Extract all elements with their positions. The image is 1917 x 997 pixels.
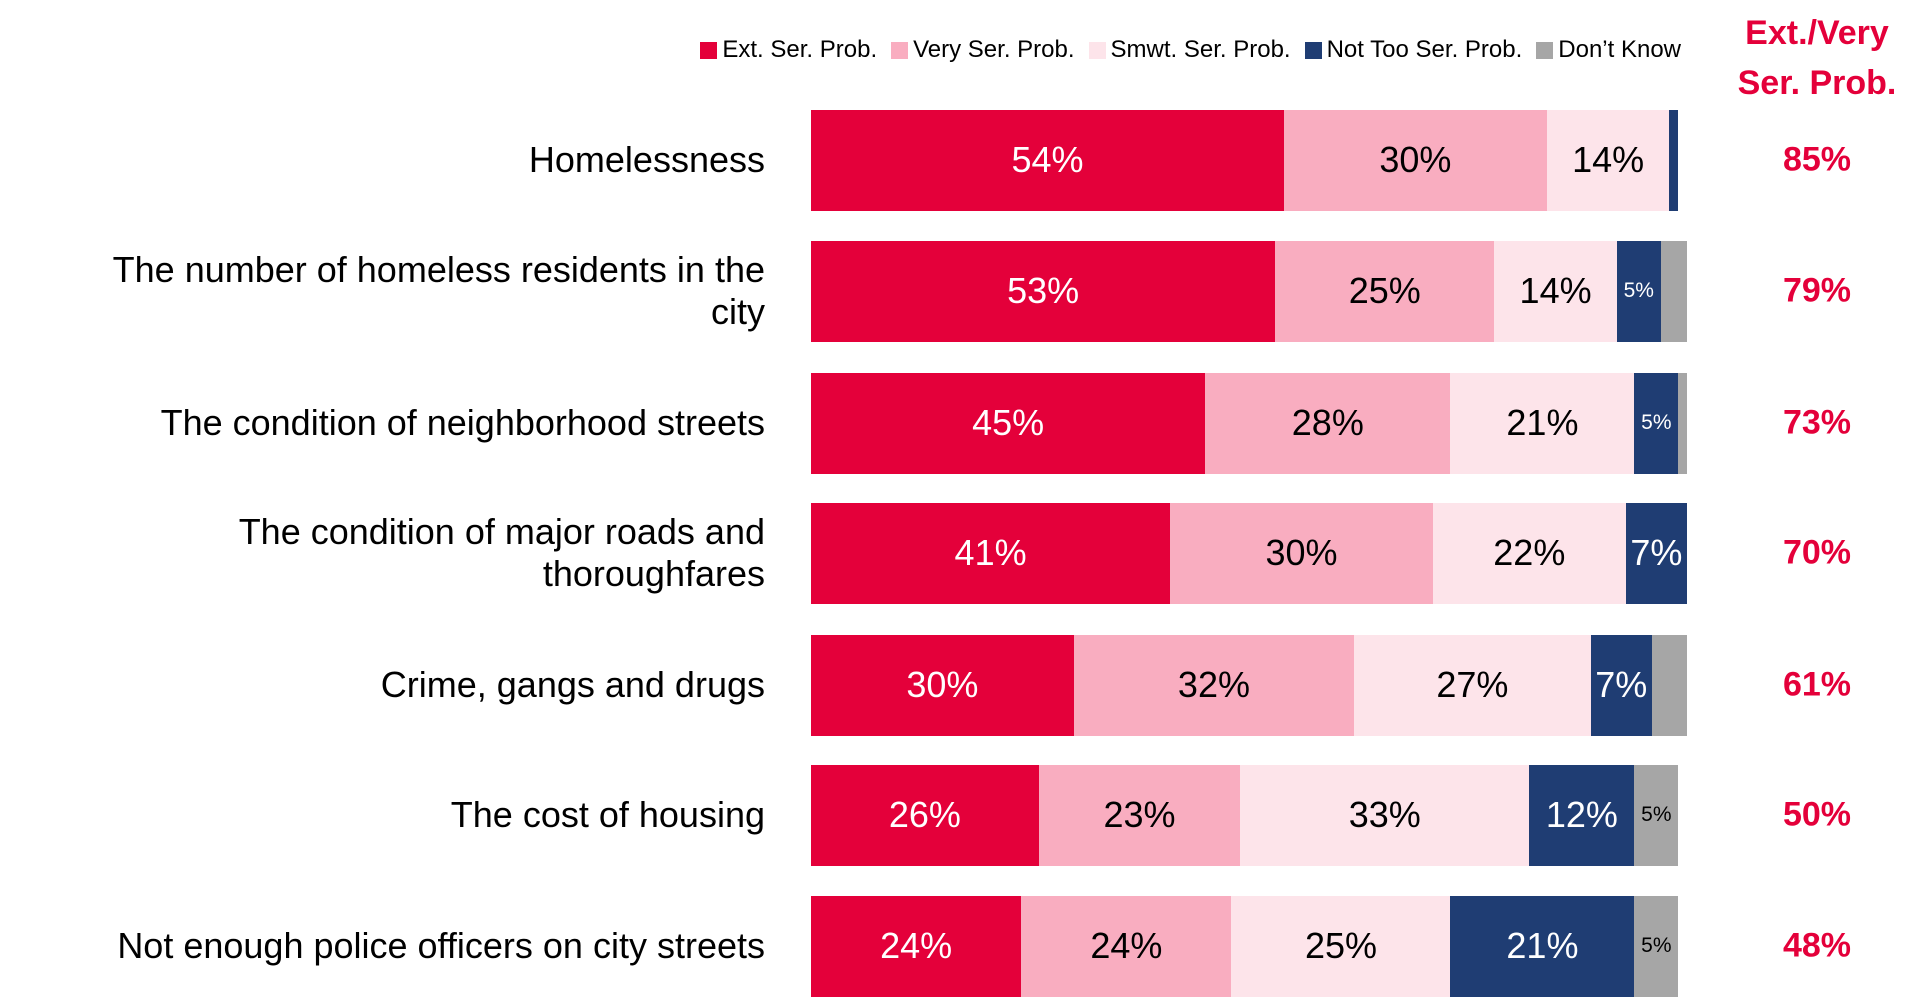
bar-segment: 53% bbox=[811, 240, 1276, 342]
bar-segment: 21% bbox=[1450, 372, 1635, 474]
bar-segment: 24% bbox=[811, 895, 1022, 997]
category-label: The condition of neighborhood streets bbox=[160, 402, 765, 443]
bar-segment: 45% bbox=[811, 372, 1206, 474]
category-label: The condition of major roads and thoroug… bbox=[238, 511, 765, 594]
bar-segment: 12% bbox=[1529, 764, 1635, 866]
bar-segment: 24% bbox=[1021, 895, 1232, 997]
value-label: 24% bbox=[1090, 925, 1163, 966]
bar-segment: 7% bbox=[1625, 502, 1687, 604]
value-label: 30% bbox=[1265, 532, 1338, 573]
bar-segment: 27% bbox=[1354, 634, 1591, 736]
bar-segment: 30% bbox=[811, 634, 1074, 736]
value-label: 30% bbox=[1379, 139, 1452, 180]
value-label: 27% bbox=[1436, 664, 1509, 705]
legend-swatch bbox=[700, 41, 718, 59]
value-label: 5% bbox=[1623, 279, 1654, 302]
bar-segment: 21% bbox=[1450, 895, 1635, 997]
legend-swatch bbox=[891, 41, 909, 59]
legend-item: Smwt. Ser. Prob. bbox=[1088, 36, 1291, 64]
bar-segment: 7% bbox=[1590, 634, 1652, 736]
legend-label: Ext. Ser. Prob. bbox=[722, 36, 878, 63]
value-label: 30% bbox=[906, 664, 979, 705]
category-label: Crime, gangs and drugs bbox=[380, 664, 765, 705]
bar-segment: 14% bbox=[1494, 240, 1617, 342]
value-label: 28% bbox=[1291, 402, 1364, 443]
bar-segment: 32% bbox=[1073, 634, 1355, 736]
bar-segment: 5% bbox=[1634, 764, 1679, 866]
legend-item: Very Ser. Prob. bbox=[891, 36, 1075, 64]
legend-label: Very Ser. Prob. bbox=[913, 36, 1075, 63]
category-label: Homelessness bbox=[528, 139, 765, 180]
net-value: 79% bbox=[1782, 271, 1852, 310]
net-value: 70% bbox=[1782, 533, 1852, 572]
bar-segment: 5% bbox=[1634, 895, 1679, 997]
bar-segment: 33% bbox=[1240, 764, 1530, 866]
bar-segment: 23% bbox=[1038, 764, 1241, 866]
value-label: 7% bbox=[1630, 532, 1683, 573]
category-label: The number of homeless residents in the … bbox=[112, 249, 765, 332]
net-header: Ext./Very Ser. Prob. bbox=[1737, 14, 1897, 102]
legend-label: Smwt. Ser. Prob. bbox=[1110, 36, 1291, 63]
value-label: 32% bbox=[1177, 664, 1250, 705]
net-value: 48% bbox=[1782, 926, 1852, 965]
value-label: 45% bbox=[972, 402, 1045, 443]
bar-segment: 5% bbox=[1616, 240, 1661, 342]
net-value: 50% bbox=[1782, 795, 1852, 834]
bar-segment: 25% bbox=[1231, 895, 1451, 997]
value-label: 5% bbox=[1641, 934, 1672, 957]
value-label: 53% bbox=[1007, 270, 1080, 311]
legend-label: Don’t Know bbox=[1558, 36, 1681, 63]
legend-swatch bbox=[1304, 41, 1322, 59]
value-label: 25% bbox=[1304, 925, 1377, 966]
bar-segment: 26% bbox=[811, 764, 1039, 866]
legend-item: Not Too Ser. Prob. bbox=[1304, 36, 1523, 64]
legend-label: Not Too Ser. Prob. bbox=[1326, 36, 1523, 63]
net-value: 85% bbox=[1782, 140, 1852, 179]
bar-segment: 41% bbox=[811, 502, 1171, 604]
value-label: 14% bbox=[1519, 270, 1592, 311]
bar-segment: 22% bbox=[1432, 502, 1626, 604]
value-label: 21% bbox=[1506, 402, 1579, 443]
value-label: 23% bbox=[1103, 794, 1176, 835]
value-label: 7% bbox=[1595, 664, 1648, 705]
value-label: 5% bbox=[1641, 411, 1672, 434]
value-label: 22% bbox=[1493, 532, 1566, 573]
legend-item: Ext. Ser. Prob. bbox=[700, 36, 877, 64]
category-label: Not enough police officers on city stree… bbox=[117, 925, 765, 966]
value-label: 12% bbox=[1545, 794, 1618, 835]
net-value: 73% bbox=[1782, 403, 1852, 442]
value-label: 26% bbox=[888, 794, 961, 835]
legend-item: Don’t Know bbox=[1536, 36, 1681, 64]
net-value: 61% bbox=[1782, 665, 1852, 704]
value-label: 41% bbox=[954, 532, 1027, 573]
bar-segment bbox=[1678, 372, 1687, 474]
value-label: 25% bbox=[1348, 270, 1421, 311]
bar-segment: 28% bbox=[1205, 372, 1451, 474]
bar-segment: 5% bbox=[1634, 372, 1679, 474]
value-label: 54% bbox=[1011, 139, 1084, 180]
bar-segment: 54% bbox=[811, 109, 1285, 211]
value-label: 5% bbox=[1641, 803, 1672, 826]
bar-segment: 25% bbox=[1275, 240, 1495, 342]
legend-swatch bbox=[1536, 41, 1554, 59]
legend: Ext. Ser. Prob. Very Ser. Prob. Smwt. Ser.… bbox=[700, 36, 1681, 64]
bar-segment bbox=[1651, 634, 1687, 736]
value-label: 14% bbox=[1572, 139, 1645, 180]
value-label: 33% bbox=[1348, 794, 1421, 835]
bar-segment: 14% bbox=[1546, 109, 1670, 211]
bar-segment bbox=[1669, 109, 1679, 211]
bar-segment: 30% bbox=[1284, 109, 1547, 211]
bar-segment bbox=[1660, 240, 1687, 342]
value-label: 24% bbox=[880, 925, 953, 966]
category-label: The cost of housing bbox=[450, 794, 765, 835]
bar-segment: 30% bbox=[1170, 502, 1433, 604]
legend-swatch bbox=[1088, 41, 1106, 59]
value-label: 21% bbox=[1506, 925, 1579, 966]
